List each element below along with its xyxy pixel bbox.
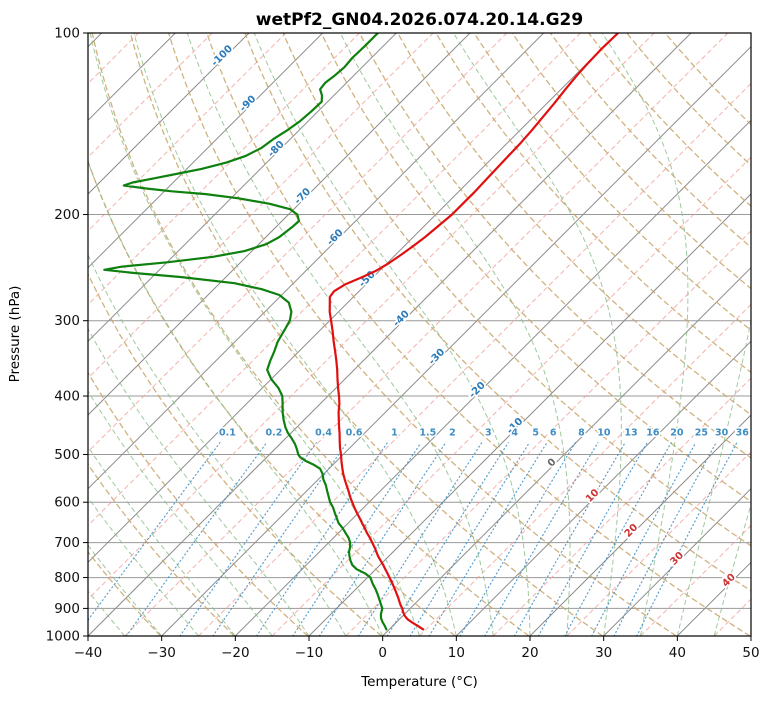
isotherm-label: -40	[391, 309, 412, 330]
y-tick-label: 400	[54, 389, 80, 405]
mixing-ratio-label: 1.5	[419, 428, 436, 439]
chart-title: wetPf2_GN04.2026.074.20.14.G29	[256, 10, 583, 30]
x-tick-label: −10	[295, 645, 324, 661]
mixing-ratio-label: 2	[449, 428, 456, 439]
axes-frame	[88, 33, 751, 636]
mixing-ratio-lines	[76, 443, 736, 636]
mixing-ratio-label: 0.4	[315, 428, 332, 439]
y-tick-label: 600	[54, 495, 80, 511]
isotherm-label: -70	[293, 186, 314, 207]
isotherm-label: -30	[427, 347, 448, 368]
mixing-ratio-label: 1	[391, 428, 398, 439]
y-tick-labels: 100 200 300 400 500 600 700 800 900 1000	[46, 26, 88, 645]
isotherm-label: -90	[238, 94, 259, 115]
isotherm-label: 30	[668, 550, 686, 568]
y-tick-label: 800	[54, 570, 80, 586]
x-tick-label: 0	[378, 645, 387, 661]
isotherm-label: -100	[210, 43, 236, 69]
y-tick-label: 500	[54, 447, 80, 463]
pressure-gridlines	[88, 33, 751, 636]
x-tick-label: −20	[221, 645, 250, 661]
y-tick-label: 900	[54, 601, 80, 617]
mixing-ratio-label: 10	[597, 428, 611, 439]
mixing-ratio-label: 5	[532, 428, 539, 439]
x-tick-label: 30	[595, 645, 612, 661]
mixing-ratio-label: 3	[485, 428, 492, 439]
isotherm-label: 0	[546, 457, 559, 470]
moist-adiabats	[0, 33, 775, 636]
x-tick-label: 10	[448, 645, 465, 661]
y-tick-label: 300	[54, 313, 80, 329]
isotherm-label: 20	[623, 522, 641, 540]
y-tick-label: 1000	[46, 629, 80, 645]
mixing-ratio-label: 13	[624, 428, 637, 439]
x-tick-label: −30	[147, 645, 176, 661]
x-tick-label: 20	[521, 645, 538, 661]
isotherm-label: 40	[720, 572, 738, 590]
y-tick-label: 200	[54, 207, 80, 223]
x-axis-label: Temperature (°C)	[360, 674, 478, 690]
y-axis-label: Pressure (hPa)	[7, 286, 23, 383]
y-tick-label: 700	[54, 535, 80, 551]
mixing-ratio-label: 0.1	[219, 428, 236, 439]
isotherms	[0, 33, 775, 636]
isotherm-label: -60	[325, 227, 346, 248]
mixing-ratio-label: 0.2	[266, 428, 283, 439]
x-tick-label: 40	[669, 645, 686, 661]
y-tick-label: 100	[54, 26, 80, 42]
mixing-ratio-label: 20	[670, 428, 684, 439]
x-tick-label: −40	[74, 645, 103, 661]
mixing-ratio-label: 30	[715, 428, 729, 439]
dry-adiabats	[0, 33, 775, 636]
mixing-ratio-label: 36	[736, 428, 750, 439]
mixing-ratio-label: 25	[695, 428, 708, 439]
mixing-ratio-label: 6	[550, 428, 557, 439]
mixing-ratio-label: 4	[511, 428, 518, 439]
minor-isotherms	[0, 33, 775, 636]
x-tick-labels: −40 −30 −20 −10 0 10 20 30 40 50	[74, 636, 760, 661]
mixing-ratio-label: 16	[646, 428, 660, 439]
x-tick-label: 50	[742, 645, 759, 661]
mixing-ratio-label: 8	[578, 428, 585, 439]
mixing-ratio-label: 0.6	[346, 428, 363, 439]
